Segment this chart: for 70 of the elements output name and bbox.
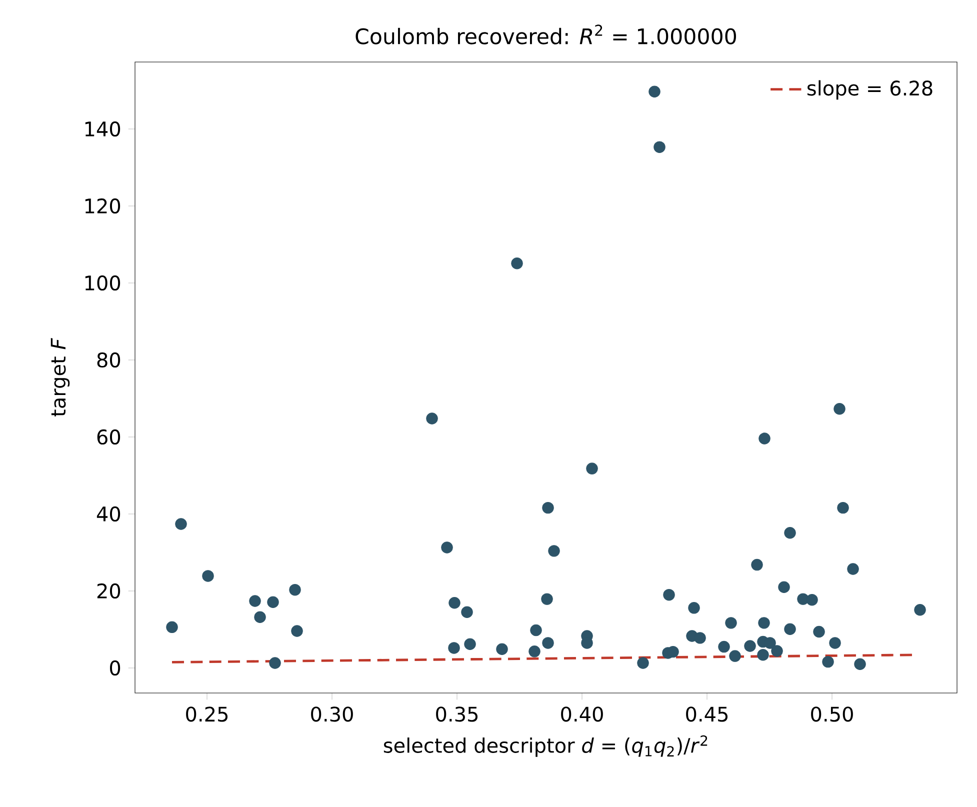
text: selected descriptor d = (q$_{1}$q$_{2}$)/r$^{2}$ (384, 735, 708, 757)
point (771, 645, 783, 657)
x-tick-label: 0.50 (811, 706, 853, 722)
x-tick-label: 0.25 (186, 706, 228, 722)
point (834, 403, 846, 415)
point (806, 594, 818, 606)
y-tick-label: 140 (85, 121, 120, 137)
x-tick-label: 0.45 (686, 706, 728, 722)
point (784, 526, 796, 539)
point (175, 518, 187, 530)
point (448, 597, 460, 609)
point (758, 617, 770, 629)
point (688, 602, 700, 614)
point (511, 257, 523, 270)
point (542, 637, 554, 649)
y-tick-label: 0 (110, 660, 120, 676)
point (822, 656, 834, 668)
point (461, 606, 473, 618)
point (441, 542, 453, 554)
point (725, 617, 737, 629)
point (586, 462, 598, 474)
point (757, 649, 769, 661)
point (249, 595, 261, 607)
point (254, 611, 266, 624)
point (202, 570, 214, 582)
y-axis-title: target F (50, 338, 70, 416)
point (751, 558, 763, 571)
point (729, 650, 741, 662)
legend-label: slope = 6.28 (808, 80, 932, 100)
point (914, 604, 926, 616)
point (269, 657, 281, 669)
y-tick-label: 40 (96, 506, 120, 522)
point (829, 637, 841, 649)
point (291, 625, 303, 637)
point (548, 545, 560, 557)
point (426, 412, 438, 424)
point (267, 596, 279, 608)
point (166, 621, 178, 634)
point (448, 642, 460, 654)
point (837, 502, 849, 514)
x-tick-label: 0.40 (561, 706, 603, 722)
point (758, 432, 770, 444)
point (496, 643, 508, 655)
point (648, 86, 660, 98)
point (530, 624, 542, 636)
point (542, 502, 554, 514)
point (289, 584, 301, 596)
point (744, 640, 756, 652)
x-tick-label: 0.35 (436, 706, 478, 722)
point (528, 646, 540, 658)
x-tick-label: 0.30 (311, 706, 353, 722)
point (854, 658, 866, 670)
point (718, 640, 730, 653)
point (464, 638, 476, 650)
y-tick-label: 60 (97, 429, 120, 445)
y-tick-label: 20 (97, 583, 120, 599)
point (778, 581, 790, 593)
point (541, 593, 553, 605)
chart-title: Coulomb recovered: R$^{2}$ = 1.000000 (356, 24, 736, 44)
point (654, 141, 666, 153)
point (694, 632, 706, 644)
point (663, 588, 675, 601)
point (784, 623, 796, 635)
y-tick-label: 80 (97, 352, 120, 368)
point (847, 563, 859, 575)
y-tick-label: 120 (85, 198, 120, 214)
y-tick-label: 100 (85, 275, 120, 291)
point (764, 637, 776, 649)
point (637, 657, 649, 669)
point (813, 626, 825, 638)
